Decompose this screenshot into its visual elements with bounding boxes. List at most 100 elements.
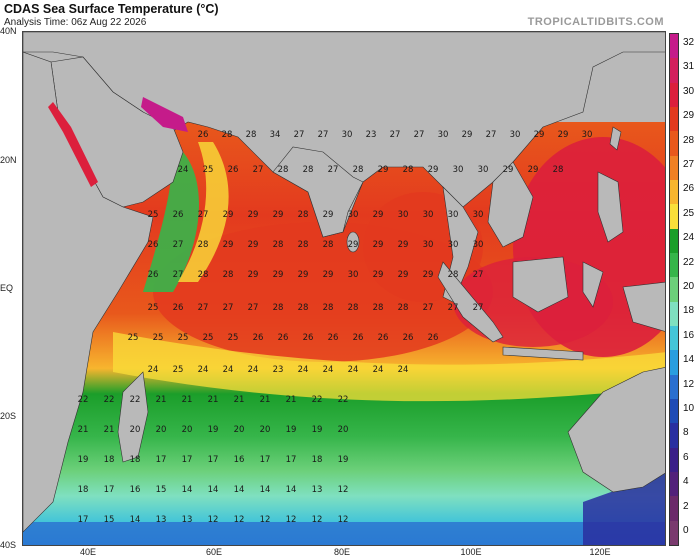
southern-yellow-band: [113, 332, 665, 402]
colorbar-label: 6: [683, 451, 689, 463]
sst-value: 24: [178, 165, 189, 175]
sst-value: 28: [223, 270, 234, 280]
brand-watermark: TROPICALTIDBITS.COM: [527, 16, 664, 28]
sst-value: 29: [323, 210, 334, 220]
sst-value: 30: [348, 210, 359, 220]
lat-label-40n: 40N: [0, 26, 17, 36]
sst-value: 14: [286, 485, 297, 495]
colorbar-label: 2: [683, 500, 689, 512]
sst-value: 29: [273, 270, 284, 280]
sst-value: 30: [473, 240, 484, 250]
persian-gulf: [141, 97, 188, 132]
sst-value: 26: [353, 333, 364, 343]
sst-value: 28: [298, 210, 309, 220]
sst-value: 27: [328, 165, 339, 175]
sst-value: 25: [148, 210, 159, 220]
sst-value: 29: [248, 240, 259, 250]
sst-value: 30: [510, 130, 521, 140]
colorbar-label: 20: [683, 281, 695, 292]
sst-value: 26: [253, 333, 264, 343]
analysis-time: Analysis Time: 06z Aug 22 2026: [4, 17, 147, 28]
sst-value: 19: [286, 425, 297, 435]
southeast-cold-patch: [583, 472, 665, 545]
sst-value: 29: [423, 270, 434, 280]
sst-value: 26: [378, 333, 389, 343]
sst-value: 30: [438, 130, 449, 140]
sst-value: 21: [104, 425, 115, 435]
sst-value: 29: [248, 210, 259, 220]
sst-value: 30: [473, 210, 484, 220]
sst-value-labels: 26 28 28 34 27 27 30 23 27 27 30 29 27 30 29 29 30 24 25 26…: [78, 130, 593, 525]
sst-value: 26: [173, 303, 184, 313]
sst-value: 22: [338, 395, 349, 405]
land-philippines: [597, 171, 624, 243]
colorbar-segment: [670, 180, 678, 205]
colorbar-segment: [670, 204, 678, 230]
colorbar-segment: [670, 350, 678, 376]
sst-value: 26: [303, 333, 314, 343]
sst-value: 30: [348, 270, 359, 280]
sst-value: 14: [208, 485, 219, 495]
sst-value: 29: [273, 210, 284, 220]
colorbar-segment: [670, 277, 678, 303]
colorbar-segment: [670, 301, 678, 327]
sst-value: 12: [208, 515, 219, 525]
map-title: CDAS Sea Surface Temperature (°C): [4, 2, 219, 16]
sst-value: 24: [223, 365, 234, 375]
sst-value: 26: [148, 270, 159, 280]
sst-value: 19: [208, 425, 219, 435]
sst-value: 27: [253, 165, 264, 175]
sst-value: 18: [78, 485, 89, 495]
land-new-guinea: [622, 281, 665, 332]
sst-value: 28: [278, 165, 289, 175]
sst-value: 27: [473, 303, 484, 313]
colorbar-segment: [670, 107, 678, 132]
sst-value: 13: [182, 515, 193, 525]
sst-value: 12: [338, 485, 349, 495]
sst-value: 29: [223, 240, 234, 250]
sst-value: 17: [156, 455, 167, 465]
colorbar-segment: [670, 228, 678, 254]
sst-value: 13: [156, 515, 167, 525]
sst-value: 24: [398, 365, 409, 375]
sst-value: 28: [198, 240, 209, 250]
sst-value: 29: [348, 240, 359, 250]
sst-value: 21: [286, 395, 297, 405]
land-sulawesi: [582, 261, 604, 308]
land-australia: [567, 367, 665, 493]
sst-value: 16: [130, 485, 141, 495]
sst-value: 24: [323, 365, 334, 375]
sst-value: 28: [323, 240, 334, 250]
sst-value: 20: [182, 425, 193, 435]
colorbar-label: 10: [683, 403, 695, 414]
colorbar-label: 24: [683, 232, 695, 244]
sst-value: 24: [248, 365, 259, 375]
colorbar-label: 25: [683, 207, 695, 219]
sst-value: 12: [286, 515, 297, 525]
sst-value: 30: [448, 210, 459, 220]
sst-value: 27: [294, 130, 305, 140]
sst-value: 25: [148, 303, 159, 313]
sst-map-svg: 26 28 28 34 27 27 30 23 27 27 30 29 27 30 29 29 30 24 25 26…: [23, 32, 665, 545]
colorbar-segment: [670, 447, 678, 473]
sst-value: 18: [312, 455, 323, 465]
sst-value: 26: [428, 333, 439, 343]
lon-label-40e: 40E: [79, 547, 96, 557]
sst-value: 24: [348, 365, 359, 375]
sst-value: 14: [130, 515, 141, 525]
sst-value: 27: [473, 270, 484, 280]
sst-value: 30: [342, 130, 353, 140]
sst-value: 29: [428, 165, 439, 175]
lat-label-20s: 20S: [0, 411, 17, 421]
sst-value: 14: [260, 485, 271, 495]
sst-value: 29: [373, 210, 384, 220]
land-vietnam: [487, 161, 534, 248]
sst-value: 25: [178, 333, 189, 343]
sst-value: 27: [198, 303, 209, 313]
colorbar-segment: [670, 423, 678, 449]
sst-value: 25: [203, 333, 214, 343]
sst-value: 25: [203, 165, 214, 175]
colorbar-segment: [670, 374, 678, 400]
sst-value: 28: [553, 165, 564, 175]
colorbar-label: 27: [683, 159, 695, 170]
